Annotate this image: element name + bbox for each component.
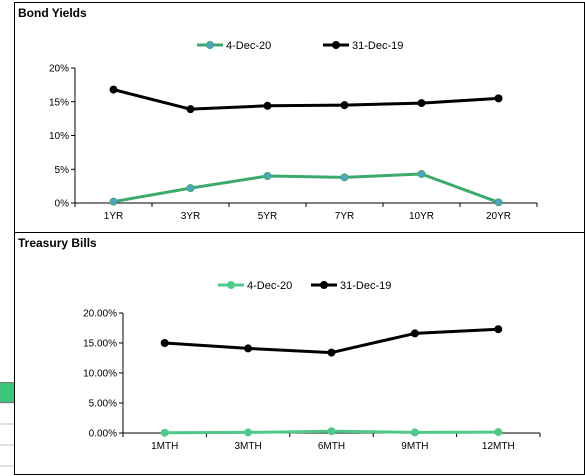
x-tick-label: 10YR: [409, 211, 434, 222]
data-point: [244, 428, 253, 437]
data-point: [494, 198, 503, 207]
x-tick-label: 3YR: [181, 211, 200, 222]
bond-yields-title: Bond Yields: [18, 6, 87, 20]
data-point: [494, 428, 503, 437]
legend-swatch-marker: [332, 41, 340, 49]
data-point: [410, 428, 419, 437]
data-point: [160, 428, 169, 437]
data-point: [263, 101, 272, 110]
data-point: [494, 94, 503, 103]
data-point: [186, 184, 195, 193]
y-tick-label: 15.00%: [83, 339, 117, 350]
data-point: [327, 427, 336, 436]
series-line: [113, 172, 500, 204]
data-point: [263, 172, 272, 180]
legend-label: 31-Dec-19: [352, 40, 403, 52]
y-tick-label: 10.00%: [83, 369, 117, 380]
treasury-bills-title: Treasury Bills: [18, 236, 97, 250]
data-point: [186, 105, 195, 114]
data-point: [340, 101, 349, 110]
legend-swatch-marker: [320, 281, 328, 289]
x-tick-label: 20YR: [486, 211, 511, 222]
y-tick-label: 0%: [55, 199, 70, 210]
legend-swatch-marker: [227, 281, 235, 289]
y-tick-label: 15%: [49, 97, 69, 108]
data-point: [327, 348, 336, 357]
x-tick-label: 6MTH: [318, 441, 345, 452]
y-tick-label: 20.00%: [83, 309, 117, 320]
data-point: [109, 85, 118, 94]
data-point: [410, 329, 419, 338]
x-tick-label: 9MTH: [401, 441, 428, 452]
data-point: [160, 339, 169, 347]
y-tick-label: 0.00%: [89, 429, 117, 440]
y-tick-label: 5%: [55, 165, 70, 176]
x-tick-label: 1MTH: [151, 441, 178, 452]
x-tick-label: 7YR: [335, 211, 354, 222]
x-tick-label: 3MTH: [234, 441, 261, 452]
treasury-bills-chart: 0.00% 5.00% 10.00% 15.00% 20.00% 1MTH 3MTH 6MTH…: [83, 280, 541, 452]
y-tick-label: 20%: [49, 64, 69, 75]
legend-label: 31-Dec-19: [340, 280, 391, 292]
series-line: [113, 88, 499, 111]
bond-yields-chart: 0% 5% 10% 15% 20% 1YR 3YR 5YR 7YR 10YR 20YR 4-Dec-2…: [49, 40, 538, 222]
data-point: [109, 197, 118, 206]
legend-swatch-marker: [206, 41, 214, 49]
x-tick-label: 1YR: [104, 211, 123, 222]
data-point: [244, 344, 253, 353]
legend-label: 4-Dec-20: [247, 280, 292, 292]
data-point: [417, 169, 426, 178]
highlighted-cell[interactable]: [0, 382, 14, 403]
y-tick-label: 5.00%: [89, 399, 117, 410]
legend-label: 4-Dec-20: [226, 40, 271, 52]
data-point: [494, 325, 503, 334]
x-tick-label: 12MTH: [482, 441, 515, 452]
bond-yields-chart-panel[interactable]: Bond Yields 0% 5% 10% 15% 20% 1YR 3YR 5YR 7YR 10Y…: [14, 2, 585, 234]
x-tick-label: 5YR: [258, 211, 277, 222]
y-tick-label: 10%: [49, 131, 69, 142]
data-point: [417, 99, 426, 108]
treasury-bills-chart-panel[interactable]: Treasury Bills 0.00% 5.00% 10.00% 15.00% 20.…: [14, 232, 585, 475]
data-point: [340, 173, 349, 182]
